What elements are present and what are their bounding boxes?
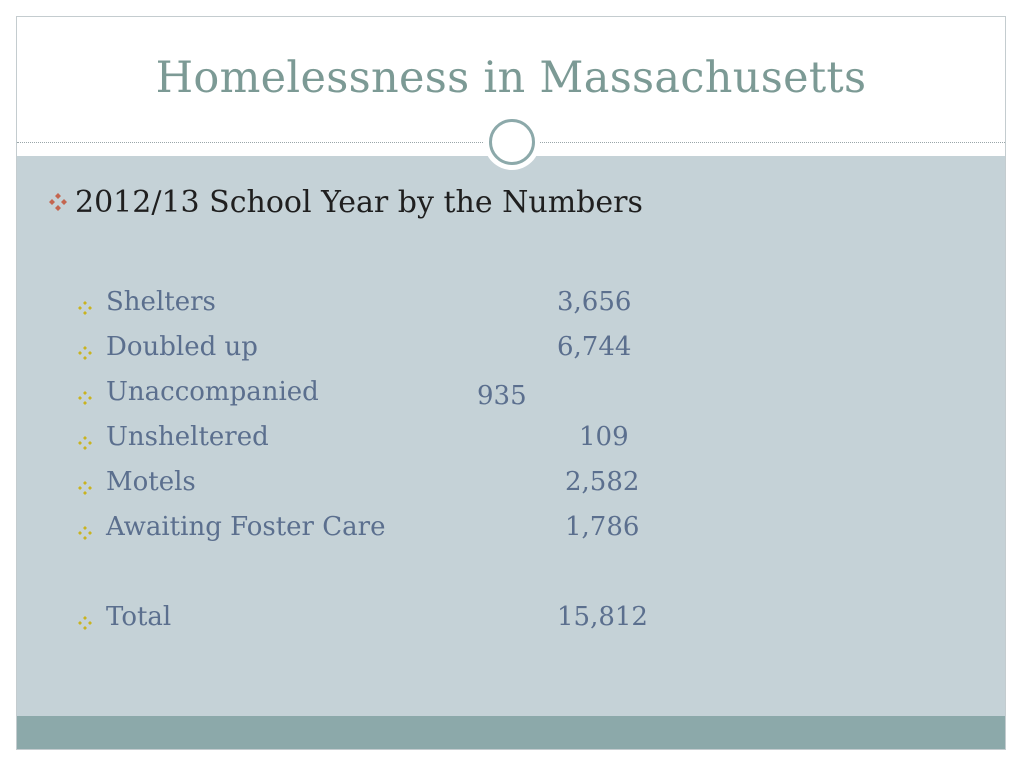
circle-ornament-ring — [489, 119, 535, 165]
diamond-bullet-icon — [78, 301, 92, 315]
diamond-bullet-icon — [78, 436, 92, 450]
diamond-bullet-icon — [78, 346, 92, 360]
section-heading: 2012/13 School Year by the Numbers — [75, 184, 643, 220]
slide-title: Homelessness in Massachusetts — [155, 53, 867, 103]
list-item: Shelters 3,656 — [77, 287, 777, 327]
diamond-bullet-icon — [78, 481, 92, 495]
diamond-bullet-icon — [78, 616, 92, 630]
item-value: 109 — [579, 422, 629, 452]
item-value: 935 — [477, 381, 527, 411]
list-item: Unaccompanied 935 — [77, 377, 777, 417]
list-item-total: Total 15,812 — [77, 602, 777, 642]
heading-row: 2012/13 School Year by the Numbers — [47, 180, 643, 224]
item-value: 6,744 — [557, 332, 632, 362]
item-label: Awaiting Foster Care — [106, 512, 386, 542]
item-value: 1,786 — [565, 512, 640, 542]
item-value: 3,656 — [557, 287, 632, 317]
footer-band — [17, 716, 1005, 749]
item-label: Unsheltered — [106, 422, 269, 452]
circle-ornament — [484, 114, 540, 170]
list-item: Doubled up 6,744 — [77, 332, 777, 372]
diamond-bullet-icon — [49, 193, 67, 211]
diamond-bullet-icon — [78, 391, 92, 405]
item-value: 2,582 — [565, 467, 640, 497]
diamond-bullet-icon — [78, 526, 92, 540]
list-item: Unsheltered 109 — [77, 422, 777, 462]
slide: Homelessness in Massachusetts 2012/13 Sc… — [16, 16, 1006, 750]
item-label: Doubled up — [106, 332, 258, 362]
item-label: Unaccompanied — [106, 377, 319, 407]
slide-body — [17, 156, 1005, 716]
item-label: Motels — [106, 467, 196, 497]
list-item: Awaiting Foster Care 1,786 — [77, 512, 777, 552]
item-label: Shelters — [106, 287, 216, 317]
total-label: Total — [106, 602, 172, 632]
total-value: 15,812 — [557, 602, 648, 632]
list-item: Motels 2,582 — [77, 467, 777, 507]
